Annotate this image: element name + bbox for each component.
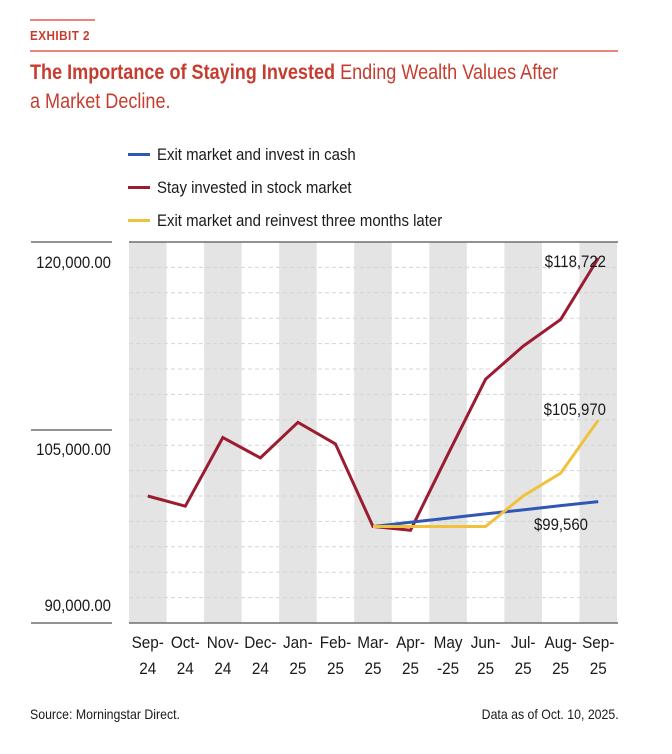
x-tick-label: Nov- [207,633,239,652]
legend-item-cash: Exit market and invest in cash [128,138,481,171]
column-band [279,242,317,623]
x-tick-label: 25 [327,659,344,678]
legend-label: Stay invested in stock market [157,177,352,197]
x-tick-label: Aug- [545,633,577,652]
x-tick-label: -25 [437,659,459,678]
x-tick-label: 25 [590,659,607,678]
x-tick-label: 24 [214,659,231,678]
top-rule [30,19,95,21]
x-tick-label: Apr- [396,633,425,652]
x-tick-label: Oct- [171,633,200,652]
chart-subtitle-line1: Ending Wealth Values After [340,61,559,84]
legend-swatch-blue [128,153,150,156]
axes [129,241,618,624]
source-note: Source: Morningstar Direct. [30,706,180,722]
chart-title: The Importance of Staying Invested Endin… [30,58,558,87]
legend-swatch-yellow [128,219,150,222]
chart-subtitle-line2: a Market Decline. [30,90,171,113]
x-tick-label: 25 [402,659,419,678]
end-value-label: $105,970 [544,401,606,419]
column-bands [129,242,617,623]
data-date-note: Data as of Oct. 10, 2025. [482,706,619,722]
exhibit-label: EXHIBIT 2 [30,28,90,43]
column-band [579,242,617,623]
column-band [204,242,242,623]
column-band [429,242,467,623]
exhibit-rule [30,50,618,52]
x-tick-labels: Sep- 24 Oct- 24 Nov- 24 Dec- 24 Jan- 25 Feb- 25 Mar-… [132,633,615,678]
end-value-label: $118,722 [545,253,606,271]
legend: Exit market and invest in cash Stay inve… [128,138,481,237]
x-tick-label: 25 [515,659,532,678]
series-lines [147,257,600,532]
y-tick-labels: 120,000.00 105,000.00 90,000.00 [31,241,112,624]
legend-item-stay-invested: Stay invested in stock market [128,171,481,204]
x-tick-label: 24 [139,659,156,678]
series-line-yellow [373,419,600,528]
end-value-label: $99,560 [534,516,588,534]
x-tick-label: Feb- [320,633,351,652]
end-labels: $99,560 $118,722 $105,970 [534,253,606,534]
gridlines [129,266,617,599]
x-tick-label: Sep- [582,633,614,652]
y-tick-label: 90,000.00 [44,597,111,615]
legend-label: Exit market and invest in cash [157,144,356,164]
y-tick-label: 105,000.00 [36,441,111,459]
x-tick-label: 25 [289,659,306,678]
column-band [504,242,542,623]
legend-swatch-red [128,186,150,189]
legend-item-reinvest-later: Exit market and reinvest three months la… [128,204,481,237]
chart-title-bold: The Importance of Staying Invested [30,61,336,84]
legend-label: Exit market and reinvest three months la… [157,210,443,230]
series-line-blue [372,500,599,528]
x-tick-label: May [434,633,464,652]
x-tick-label: 24 [252,659,269,678]
column-band [354,242,392,623]
x-tick-label: Dec- [244,633,276,652]
column-band [129,242,167,623]
y-tick-label: 120,000.00 [36,254,111,272]
x-tick-label: Jun- [471,633,501,652]
x-tick-label: Jul- [511,633,536,652]
x-tick-label: 24 [177,659,194,678]
x-tick-label: 25 [364,659,381,678]
x-tick-label: Sep- [132,633,164,652]
x-tick-label: Mar- [357,633,388,652]
x-tick-label: Jan- [283,633,313,652]
x-tick-label: 25 [477,659,494,678]
x-tick-label: 25 [552,659,569,678]
